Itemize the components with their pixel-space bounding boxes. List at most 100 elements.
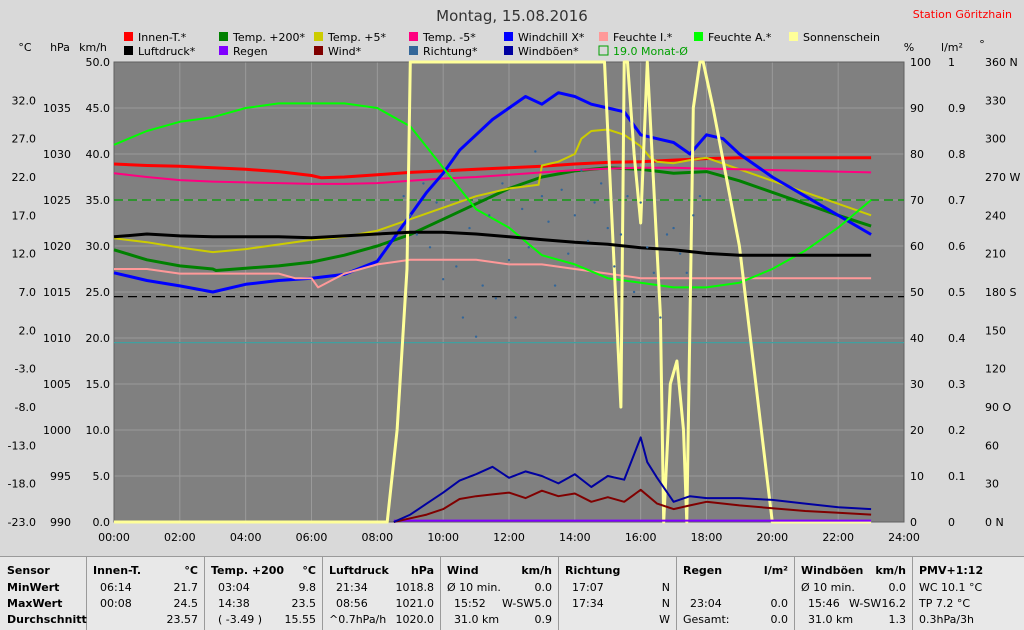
- legend-label: Temp. +5*: [327, 31, 387, 44]
- stats-time: 03:04: [218, 581, 250, 594]
- row-label-avg: Durchschnitt: [7, 613, 87, 626]
- tick-rain: 0.8: [948, 148, 966, 161]
- tick-speed: 50.0: [86, 56, 111, 69]
- legend-swatch: [694, 32, 703, 41]
- tick-dir: 300: [985, 133, 1006, 146]
- axis-unit-dir: °: [979, 38, 985, 51]
- stats-unit: °C: [302, 564, 316, 577]
- stats-note: Ø 10 min.: [447, 581, 501, 594]
- tick-temp: -3.0: [15, 363, 36, 376]
- stats-header: PMV+1:12: [919, 564, 984, 577]
- direction-point: [428, 246, 432, 249]
- tick-rain: 0.3: [948, 378, 966, 391]
- tick-percent: 20: [910, 424, 924, 437]
- legend-item: Richtung*: [409, 45, 478, 58]
- axis-unit-rain: l/m²: [941, 41, 963, 54]
- legend-label: Temp. -5*: [422, 31, 476, 44]
- stats-value: 15.55: [284, 613, 317, 626]
- stats-col-richtung: Richtung 17:07 N 17:34 N W: [559, 557, 677, 630]
- stats-time: 08:56: [336, 597, 368, 610]
- stats-header: Innen-T.: [93, 564, 142, 577]
- legend-swatch: [409, 32, 418, 41]
- legend-item: Wind*: [314, 45, 362, 58]
- legend-label: Wind*: [328, 45, 362, 58]
- stats-value: 0.9: [534, 613, 553, 626]
- tick-percent: 90: [910, 102, 924, 115]
- tick-percent: 0: [910, 516, 917, 529]
- direction-point: [415, 233, 419, 236]
- stats-value: 23.5: [291, 597, 317, 610]
- tick-percent: 70: [910, 194, 924, 207]
- tick-pressure: 1000: [43, 424, 71, 437]
- legend-item: Windböen*: [504, 45, 579, 58]
- direction-point: [474, 335, 478, 338]
- stats-time: 15:46: [808, 597, 840, 610]
- legend-label: Windböen*: [518, 45, 579, 58]
- legend-swatch: [789, 32, 798, 41]
- direction-point: [652, 271, 656, 275]
- stats-col-temp200: Temp. +200 °C 03:04 9.8 14:38 23.5 ( -3.…: [205, 557, 323, 630]
- legend-item: Temp. +200*: [219, 31, 306, 44]
- direction-point: [639, 201, 642, 204]
- axis-unit-temp: °C: [18, 41, 32, 54]
- tick-time: 16:00: [625, 531, 657, 544]
- legend-swatch: [504, 32, 513, 41]
- stats-time: 17:07: [572, 581, 604, 594]
- direction-point: [540, 194, 544, 198]
- tick-time: 00:00: [98, 531, 130, 544]
- legend-swatch: [124, 46, 133, 55]
- tick-time: 18:00: [691, 531, 723, 544]
- legend-item: Temp. +5*: [314, 31, 387, 44]
- direction-point: [573, 214, 577, 217]
- series-line: [114, 60, 872, 524]
- chart-title: Montag, 15.08.2016: [436, 7, 588, 25]
- stats-unit: km/h: [875, 564, 906, 577]
- tick-dir: 210: [985, 248, 1006, 261]
- stats-header: Regen: [683, 564, 723, 577]
- tick-temp: 12.0: [12, 248, 37, 261]
- stats-note: Gesamt:: [683, 613, 730, 626]
- stats-time: 00:08: [100, 597, 132, 610]
- tick-pressure: 995: [50, 470, 71, 483]
- stats-time: 23:04: [690, 597, 722, 610]
- legend-item: Sonnenschein: [789, 31, 880, 44]
- legend-label: Temp. +200*: [232, 31, 306, 44]
- tick-time: 12:00: [493, 531, 525, 544]
- stats-note: Ø 10 min.: [801, 581, 855, 594]
- legend-item: Windchill X*: [504, 31, 585, 44]
- stats-value: 0.0: [534, 581, 553, 594]
- tick-pressure: 1025: [43, 194, 71, 207]
- tick-speed: 15.0: [86, 378, 111, 391]
- tick-temp: 22.0: [12, 171, 37, 184]
- tick-percent: 50: [910, 286, 924, 299]
- direction-point: [527, 246, 530, 249]
- series-layer: [113, 60, 872, 524]
- tick-rain: 0.6: [948, 240, 966, 253]
- direction-point: [646, 246, 649, 249]
- tick-dir: 240: [985, 209, 1006, 222]
- stats-time: 06:14: [100, 581, 132, 594]
- legend-label: Windchill X*: [518, 31, 585, 44]
- stats-value: W: [659, 613, 670, 626]
- stats-trend: ^0.7hPa/h: [329, 613, 387, 626]
- direction-point: [606, 226, 609, 230]
- tick-rain: 0: [948, 516, 955, 529]
- axis-unit-pressure: hPa: [50, 41, 70, 54]
- tick-percent: 100: [910, 56, 931, 69]
- direction-scatter: [402, 150, 702, 338]
- direction-point: [586, 239, 590, 243]
- stats-col-windboeen: Windböen km/h Ø 10 min. 0.0 15:46 W-SW 1…: [795, 557, 913, 630]
- stats-value: 21.7: [173, 581, 199, 594]
- series-line: [113, 156, 872, 180]
- series-line: [113, 230, 872, 257]
- direction-point: [659, 316, 662, 319]
- legend: Innen-T.* Temp. +200* Temp. +5* Temp. -5* Wi…: [124, 31, 880, 58]
- legend-label: Innen-T.*: [138, 31, 187, 44]
- direction-point: [619, 233, 623, 236]
- series-line: [113, 166, 872, 185]
- tick-temp: -23.0: [8, 516, 36, 529]
- stats-value: 9.8: [298, 581, 317, 594]
- legend-label: Feuchte I.*: [613, 31, 673, 44]
- direction-point: [599, 182, 603, 185]
- tick-rain: 0.5: [948, 286, 966, 299]
